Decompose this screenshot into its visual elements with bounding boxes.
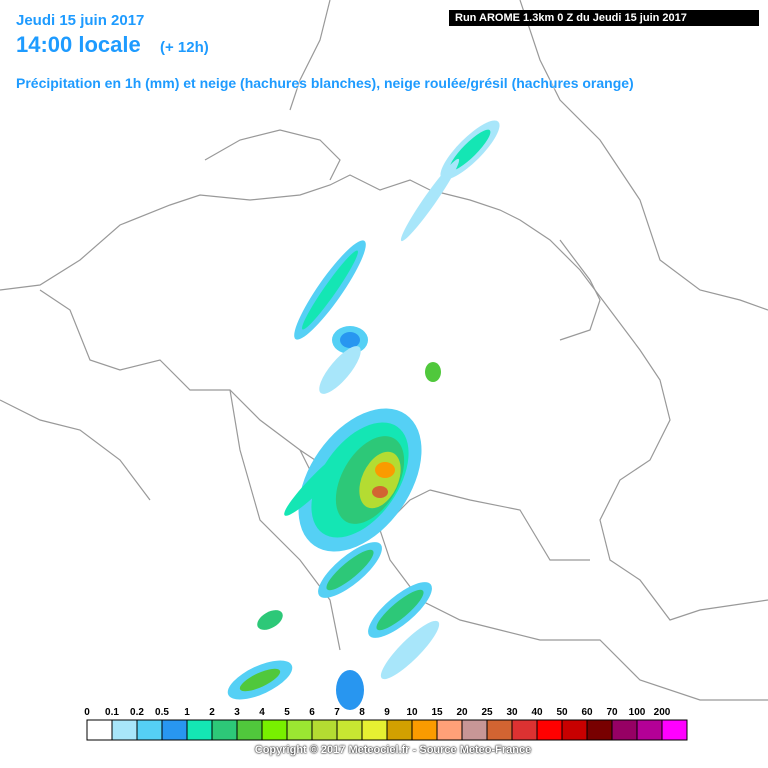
copyright: Copyright © 2017 Meteociel.fr - Source M… [254, 744, 532, 756]
legend-label: 8 [359, 707, 365, 718]
forecast-offset: (+ 12h) [160, 39, 209, 56]
borders [0, 0, 768, 701]
legend-swatch [261, 719, 288, 741]
legend-swatch [611, 719, 638, 741]
date: Jeudi 15 juin 2017 [16, 12, 145, 29]
legend-label: 70 [606, 707, 618, 718]
legend-label: 100 [629, 707, 646, 718]
legend-label: 15 [431, 707, 443, 718]
legend-swatch [536, 719, 563, 741]
legend-swatch [486, 719, 513, 741]
legend-label: 4 [259, 707, 265, 718]
subtitle: Précipitation en 1h (mm) et neige (hachu… [16, 75, 634, 91]
legend-swatch [636, 719, 663, 741]
legend-swatch [361, 719, 388, 741]
legend-swatch [511, 719, 538, 741]
legend-swatch [386, 719, 413, 741]
legend-swatch [436, 719, 463, 741]
legend-label: 1 [184, 707, 190, 718]
legend-label: 25 [481, 707, 493, 718]
legend-swatch [561, 719, 588, 741]
legend-label: 60 [581, 707, 593, 718]
legend-label: 0 [84, 707, 90, 718]
legend-label: 20 [456, 707, 468, 718]
legend-swatch [136, 719, 163, 741]
legend-label: 6 [309, 707, 315, 718]
legend-label: 7 [334, 707, 340, 718]
legend-label: 10 [406, 707, 418, 718]
legend-swatch [311, 719, 338, 741]
precipitation [227, 120, 500, 710]
time: 14:00 locale [16, 32, 141, 57]
legend-label: 30 [506, 707, 518, 718]
legend-label: 5 [284, 707, 290, 718]
legend-swatch [236, 719, 263, 741]
legend: 0 0.1 0.2 0.5 1 2 3 4 5 6 7 8 9 10 15 20 25 30 40 50 60 70 100… [83, 706, 688, 741]
legend-label: 9 [384, 707, 390, 718]
legend-swatch [461, 719, 488, 741]
legend-swatch [211, 719, 238, 741]
legend-swatch [111, 719, 138, 741]
legend-label: 3 [234, 707, 240, 718]
legend-swatch [86, 719, 113, 741]
legend-swatch [661, 719, 688, 741]
legend-label: 200 [654, 707, 671, 718]
run-info: Run AROME 1.3km 0 Z du Jeudi 15 juin 201… [449, 10, 759, 26]
legend-swatch [586, 719, 613, 741]
legend-label: 0.1 [105, 707, 119, 718]
legend-label: 0.2 [130, 707, 144, 718]
legend-swatch [186, 719, 213, 741]
legend-label: 50 [556, 707, 568, 718]
legend-swatch [286, 719, 313, 741]
legend-swatch [161, 719, 188, 741]
legend-label: 0.5 [155, 707, 169, 718]
legend-swatch [411, 719, 438, 741]
legend-label: 40 [531, 707, 543, 718]
legend-label: 2 [209, 707, 215, 718]
legend-swatch [336, 719, 363, 741]
